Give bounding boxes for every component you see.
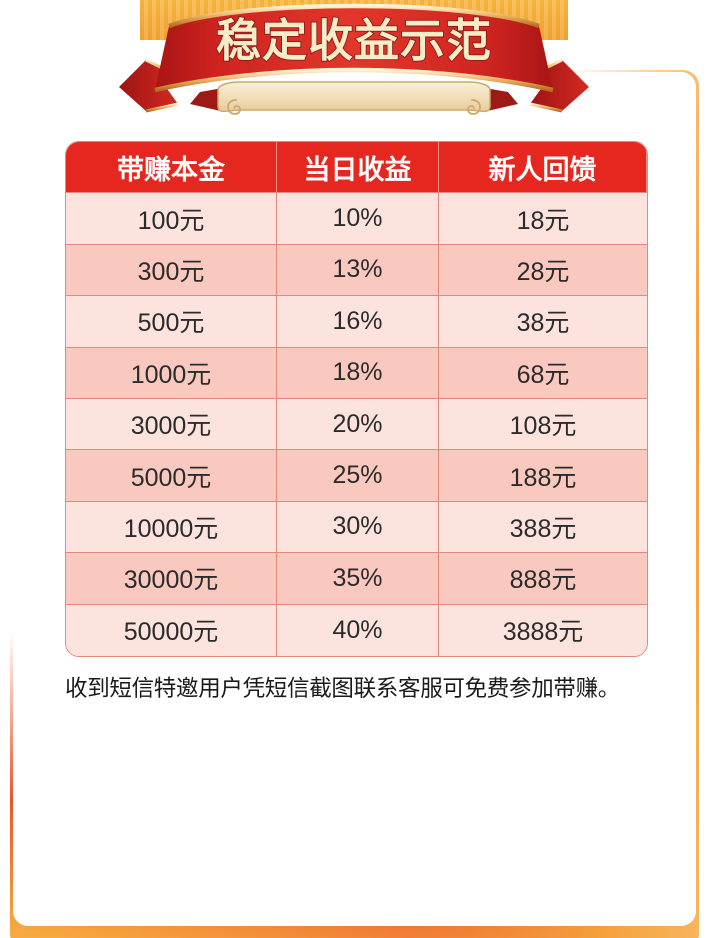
- svg-text:稳定收益示范: 稳定收益示范: [216, 15, 492, 66]
